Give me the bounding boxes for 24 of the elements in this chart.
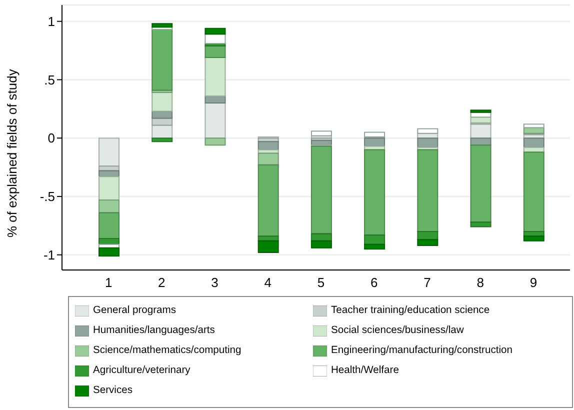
legend-label: Engineering/manufacturing/construction <box>331 344 514 358</box>
x-tick-label: 7 <box>424 275 431 290</box>
x-tick-label: 2 <box>158 275 166 290</box>
x-tick-label: 9 <box>530 275 538 290</box>
legend-label: Agriculture/veterinary <box>93 364 192 378</box>
legend-label: Teacher training/education science <box>331 304 491 318</box>
x-tick-label: 4 <box>264 275 272 290</box>
x-tick-label: 5 <box>317 275 325 290</box>
legend-label: Health/Welfare <box>331 364 400 378</box>
legend-label: Social sciences/business/law <box>331 324 465 338</box>
legend-label: Humanities/languages/arts <box>93 324 216 338</box>
x-tick-label: 3 <box>211 275 218 290</box>
legend-label: Science/mathematics/computing <box>93 344 242 358</box>
y-tick-label: -.5 <box>40 189 55 204</box>
x-tick-label: 8 <box>476 275 484 290</box>
y-tick-label: .5 <box>44 72 55 88</box>
y-tick-label: 1 <box>48 14 55 29</box>
legend-label: General programs <box>93 304 177 318</box>
y-tick-label: 0 <box>48 130 55 146</box>
y-tick-label: -1 <box>43 247 55 262</box>
x-tick-label: 6 <box>370 275 378 290</box>
y-axis-title: % of explained fields of study <box>4 68 20 238</box>
x-tick-label: 1 <box>104 275 112 290</box>
legend-label: Services <box>93 384 134 398</box>
